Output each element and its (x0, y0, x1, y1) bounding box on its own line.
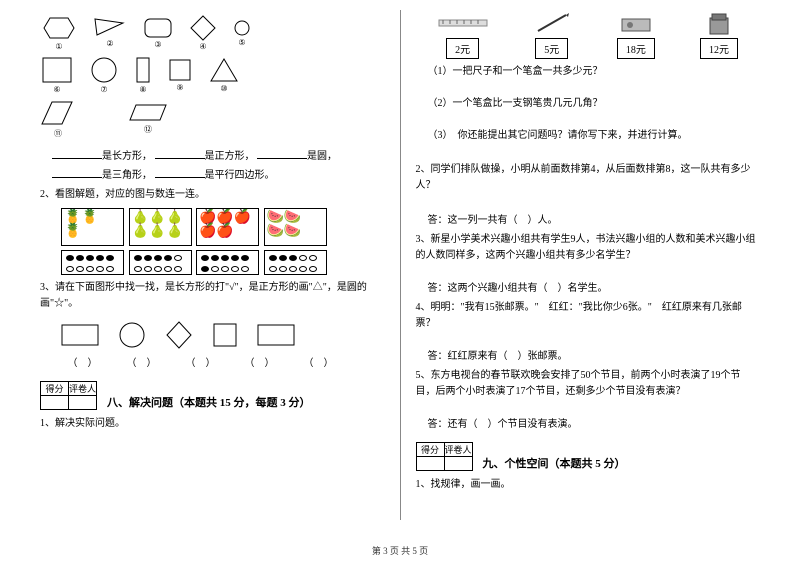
fruit-box: 🍎🍎🍎🍎🍎 (196, 208, 259, 246)
dots-box (196, 250, 259, 275)
q4-answer: 答：红红原来有（ ）张邮票。 (416, 347, 761, 362)
classify-line-2: 是三角形， 是平行四边形。 (40, 168, 385, 184)
shape-triangle: ⑩ (208, 56, 240, 93)
price-item-pen: 5元 (532, 10, 572, 59)
paren-blank[interactable]: （ ） (178, 354, 223, 369)
pen-icon (532, 10, 572, 35)
shape-row-2: ⑥ ⑦ ⑧ ⑨ ⑩ (40, 55, 385, 94)
q3: 3、新星小学美术兴趣小组共有学生9人，书法兴趣小组的人数和美术兴趣小组的人数同样… (416, 232, 761, 264)
dots-box (129, 250, 192, 275)
blank[interactable] (52, 149, 102, 159)
score-table: 得分评卷人 (40, 381, 97, 410)
dots-box (61, 250, 124, 275)
ruler-icon (438, 10, 488, 35)
shape-square-sm: ⑨ (167, 57, 193, 92)
price-item-penbox: 12元 (700, 10, 738, 59)
shapes-grid: ① ② ③ ④ ⑤ ⑥ ⑦ ⑧ ⑨ ⑩ ⑪ ⑫ (40, 14, 385, 144)
shape-triangle-flag: ② (93, 17, 127, 48)
right-column: 2元 5元 18元 12元 （1）一把尺子和一个笔盒一共多少元？ （2）一个笔盒… (406, 10, 771, 540)
q3-answer-row: （ ） （ ） （ ） （ ） （ ） (60, 354, 385, 369)
price-item-ruler: 2元 (438, 10, 488, 59)
q3-shapes-row (60, 320, 385, 350)
q3-text: 3、请在下面图形中找一找，是长方形的打"√"，是正方形的画"△"，是圆的画"☆"… (40, 280, 385, 312)
rect-wide-icon (256, 323, 296, 347)
paren-blank[interactable]: （ ） (119, 354, 164, 369)
blank[interactable] (257, 149, 307, 159)
shape-parallelogram-1: ⑪ (40, 98, 76, 139)
classify-line-1: 是长方形， 是正方形， 是圆， (40, 149, 385, 165)
q4: 4、明明："我有15张邮票。" 红红："我比你少6张。" 红红原来有几张邮票？ (416, 300, 761, 332)
blank[interactable] (155, 149, 205, 159)
shape-parallelogram-2: ⑫ (126, 102, 170, 135)
fruit-box: 🍉🍉🍉🍉 (264, 208, 327, 246)
blank[interactable] (155, 168, 205, 178)
q2: 2、同学们排队做操，小明从前面数排第4，从后面数排第8，这一队共有多少人？ (416, 162, 761, 194)
shape-row-3: ⑪ ⑫ (40, 98, 385, 139)
shape-row-1: ① ② ③ ④ ⑤ (40, 14, 385, 51)
rect-icon (60, 321, 100, 349)
q2-dots-row (60, 249, 385, 276)
paren-blank[interactable]: （ ） (296, 354, 341, 369)
square-icon (212, 322, 238, 348)
q1-2: （2）一个笔盒比一支钢笔贵几元几角？ (416, 96, 761, 112)
section-8-title: 八、解决问题（本题共 15 分，每题 3 分） (107, 394, 311, 410)
section-9-header: 得分评卷人 九、个性空间（本题共 5 分） (416, 442, 761, 471)
paren-blank[interactable]: （ ） (60, 354, 105, 369)
shape-diamond: ④ (189, 14, 217, 51)
shape-circle-lg: ⑦ (89, 55, 119, 94)
dots-box (264, 250, 327, 275)
column-divider (400, 10, 401, 520)
q1-1: （1）一把尺子和一个笔盒一共多少元？ (416, 64, 761, 80)
price-item-sharpener: 18元 (616, 10, 656, 59)
left-column: ① ② ③ ④ ⑤ ⑥ ⑦ ⑧ ⑨ ⑩ ⑪ ⑫ 是长方形， 是正方形， 是圆， (30, 10, 395, 540)
q5-answer: 答：还有（ ）个节目没有表演。 (416, 415, 761, 430)
diamond-icon (164, 320, 194, 350)
section-9-title: 九、个性空间（本题共 5 分） (483, 455, 626, 471)
q3-answer: 答：这两个兴趣小组共有（ ）名学生。 (416, 279, 761, 294)
q5: 5、东方电视台的春节联欢晚会安排了50个节目，前两个小时表演了19个节目，后两个… (416, 368, 761, 400)
shape-circle-sm: ⑤ (232, 18, 252, 47)
fruit-box: 🍍🍍🍍 (61, 208, 124, 246)
section-8-header: 得分评卷人 八、解决问题（本题共 15 分，每题 3 分） (40, 381, 385, 410)
score-table: 得分评卷人 (416, 442, 473, 471)
price-label: 2元 (446, 38, 479, 59)
price-label: 18元 (617, 38, 655, 59)
shape-rect-tall: ⑧ (134, 55, 152, 94)
q2-text: 2、看图解题，对应的图与数连一连。 (40, 187, 385, 203)
section-8-sub1: 1、解决实际问题。 (40, 416, 385, 432)
page-footer: 第 3 页 共 5 页 (0, 544, 800, 557)
shape-rounded-rect: ③ (142, 16, 174, 49)
q1-3: （3） 你还能提出其它问题吗？请你写下来，并进行计算。 (416, 128, 761, 144)
circle-icon (118, 321, 146, 349)
price-row: 2元 5元 18元 12元 (416, 10, 761, 59)
shape-hexagon: ① (40, 14, 78, 51)
fruit-box: 🍐🍐🍐🍐🍐🍐 (129, 208, 192, 246)
shape-square-lg: ⑥ (40, 55, 74, 94)
penbox-icon (700, 10, 738, 35)
q2-fruit-row: 🍍🍍🍍 🍐🍐🍐🍐🍐🍐 🍎🍎🍎🍎🍎 🍉🍉🍉🍉 (60, 207, 385, 247)
paren-blank[interactable]: （ ） (237, 354, 282, 369)
sharpener-icon (616, 10, 656, 35)
blank[interactable] (52, 168, 102, 178)
price-label: 5元 (535, 38, 568, 59)
section-9-sub1: 1、找规律，画一画。 (416, 477, 761, 493)
q2-answer: 答：这一列一共有（ ）人。 (416, 211, 761, 226)
page: ① ② ③ ④ ⑤ ⑥ ⑦ ⑧ ⑨ ⑩ ⑪ ⑫ 是长方形， 是正方形， 是圆， (0, 0, 800, 540)
price-label: 12元 (700, 38, 738, 59)
